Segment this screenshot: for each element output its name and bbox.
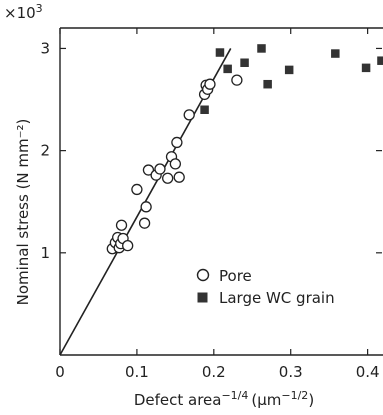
data-points (106, 44, 383, 255)
x-tick-label: 0.4 (356, 363, 380, 381)
pore-point (140, 201, 152, 213)
y-tick-label: 2 (40, 142, 50, 160)
large-wc-grain-point (377, 56, 383, 65)
legend-label-large-wc-grain: Large WC grain (219, 289, 335, 307)
pore-point (171, 136, 183, 149)
legend-label-pore: Pore (219, 267, 252, 285)
pore-point (115, 219, 128, 231)
large-wc-grain-point (263, 79, 272, 89)
large-wc-grain-point (200, 105, 209, 114)
pore-point (231, 74, 243, 86)
pore-point (204, 78, 216, 90)
y-axis-title: Nominal stress (N mm⁻²) (14, 119, 32, 306)
legend-marker-large-wc-grain (197, 292, 208, 303)
pore-point (131, 183, 143, 196)
pore-point (169, 158, 182, 170)
large-wc-grain-point (223, 64, 232, 74)
plot-frame (59, 27, 383, 356)
x-tick-label: 0.3 (279, 363, 303, 381)
axis-ticks: 0 0.1 0.2 0.3 0.4 1 2 3 (40, 28, 382, 381)
large-wc-grain-point (284, 65, 294, 75)
large-wc-grain-point (331, 49, 340, 58)
legend: Pore Large WC grain (196, 267, 335, 307)
pore-point (154, 163, 166, 175)
pore-point (173, 171, 185, 183)
large-wc-grain-point (215, 48, 225, 57)
y-tick-label: 1 (40, 244, 50, 262)
pore-point (183, 109, 195, 121)
y-tick-label: 3 (40, 39, 50, 57)
large-wc-grain-point (361, 63, 371, 73)
y-multiplier-label: ×103 (4, 2, 43, 22)
x-axis-title: Defect area−1/4 (μm−1/2) (134, 389, 314, 409)
pore-point (142, 164, 155, 176)
x-tick-label: 0 (55, 363, 65, 381)
legend-marker-pore (196, 268, 210, 282)
x-tick-label: 0.2 (202, 363, 226, 381)
pore-point (122, 240, 134, 252)
pore-point (162, 172, 174, 184)
large-wc-grain-point (257, 44, 266, 53)
large-wc-grain-point (240, 58, 249, 67)
x-tick-label: 0.1 (125, 363, 149, 381)
pore-point (138, 217, 151, 229)
